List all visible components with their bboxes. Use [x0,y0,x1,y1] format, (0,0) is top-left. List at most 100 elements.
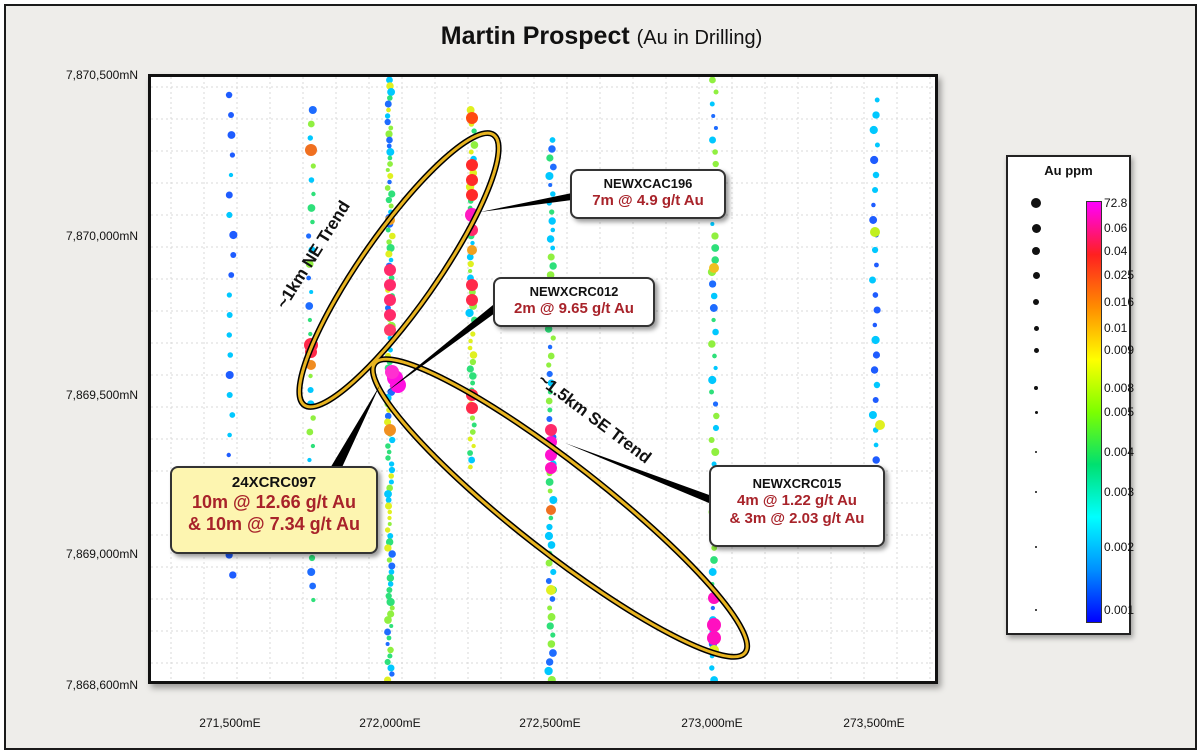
legend-symbol [1033,325,1039,331]
legend-symbol [1035,451,1037,453]
sample-dot [389,436,396,444]
x-label: 271,500mE [199,716,260,730]
sample-dot [386,143,392,149]
legend-tick-label: 0.002 [1104,540,1135,554]
sample-dot [310,163,316,169]
sample-dot [308,246,316,254]
sample-dot [388,562,396,570]
sample-dot [226,452,231,458]
sample-dot [388,125,394,131]
y-label: 7,869,500mN [66,388,138,402]
sample-dot [388,569,395,575]
legend-symbol [1034,386,1038,390]
sample-dot [389,232,396,240]
sample-dot [229,230,238,240]
sample-dot [547,389,553,395]
high-grade-dot [707,631,721,645]
sample-dot [466,106,475,114]
sample-dot [869,276,876,284]
sample-dot [545,658,554,666]
sample-dot [225,370,234,380]
sample-dot [308,177,315,183]
sample-dot [872,322,878,328]
sample-dot [384,118,391,126]
sample-dot [467,436,473,442]
sample-dot [547,613,556,621]
sample-dot [307,135,313,141]
callout-result-2: & 10m @ 7.34 g/t Au [188,514,360,534]
sample-dot [869,125,878,135]
sample-dot [547,541,556,549]
sample-dot [229,571,237,579]
sample-dot [387,533,394,539]
sample-dot [387,172,394,180]
sample-dot [387,509,392,515]
au-ppm-legend: Au ppm 72.8 0.06 0.04 0.025 0.016 0.01 0.009 0.… [1006,155,1135,635]
sample-dot [386,107,391,113]
sample-dot [546,523,553,531]
sample-dot [309,289,314,295]
sample-dot [384,616,392,624]
high-grade-dot [466,402,478,414]
legend-tick-label: 0.04 [1104,244,1128,258]
high-grade-dot [466,174,478,186]
high-grade-dot [466,159,478,171]
sample-dot [386,82,394,90]
sample-dot [386,635,392,641]
sample-dot [384,676,392,684]
sample-dot [384,527,391,533]
high-grade-dot [467,245,477,255]
leader-newxcrc015 [565,443,712,503]
sample-dot [873,442,879,448]
sample-dot [709,101,715,107]
sample-dot [471,422,477,428]
sample-dot [386,243,395,253]
sample-dot [546,154,554,162]
sample-dot [713,365,718,371]
x-label: 272,000mE [359,716,420,730]
y-label: 7,870,500mN [66,68,138,82]
sample-dot [385,455,391,461]
sample-dot [307,386,314,394]
sample-dot [470,240,475,246]
sample-dot [871,202,876,208]
sample-dot [388,550,396,558]
legend-tick-label: 0.01 [1104,321,1128,335]
sample-dot [711,232,719,240]
leader-newxcrc012 [385,305,495,393]
sample-dot [387,161,393,167]
sample-dot [385,250,393,258]
sample-dot [547,344,553,350]
high-grade-dot [545,462,557,474]
sample-dot [310,219,315,225]
high-grade-dot [384,309,396,321]
sample-dot [384,100,392,108]
sample-dot [547,675,556,685]
high-grade-dot [384,424,396,436]
legend-tick-label: 0.005 [1104,405,1135,419]
y-label: 7,869,000mN [66,547,138,561]
sample-dot [872,111,880,119]
sample-dot [228,172,234,178]
sample-dot [385,443,391,449]
sample-dot [388,203,394,209]
sample-dot [549,137,556,143]
sample-dot [225,191,233,199]
sample-dot [388,466,396,474]
sample-dot [546,416,553,422]
sample-dot [544,531,554,541]
sample-dot [385,641,390,647]
sample-dot [710,221,715,227]
sample-dot [229,152,236,158]
sample-dot [388,461,395,467]
high-grade-dot [384,324,396,336]
sample-dot [467,268,473,274]
sample-dot [384,113,391,119]
sample-dot [545,559,553,567]
sample-dot [389,623,394,629]
sample-dot [470,141,479,149]
sample-dot [710,605,716,611]
sample-dot [467,345,473,351]
sample-dot [547,488,553,494]
high-grade-dot [305,144,317,156]
